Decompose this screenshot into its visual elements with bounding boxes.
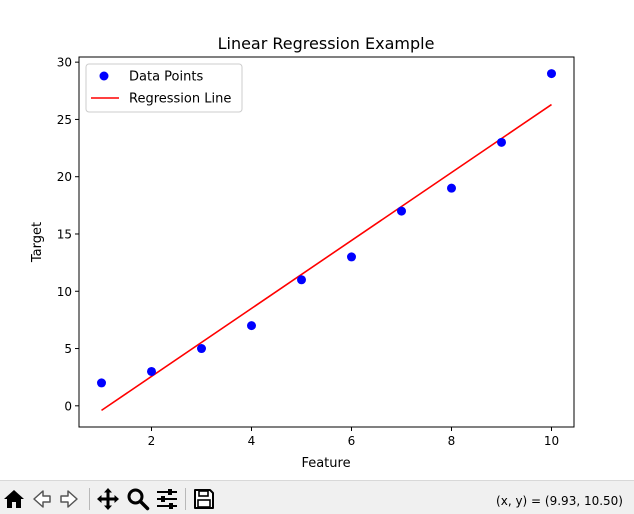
back-button[interactable] [30,487,54,511]
configure-subplots-icon [157,489,177,509]
chart-svg: Linear Regression Example 2 4 6 8 10 0 5 10 15 2… [30,34,575,471]
x-tick-label: 6 [348,434,356,448]
data-point [497,137,506,147]
data-point [547,69,556,79]
y-tick-label: 5 [64,342,72,356]
figure: Linear Regression Example 2 4 6 8 10 0 5 10 15 2… [30,34,575,471]
forward-button[interactable] [57,487,81,511]
forward-arrow-icon [60,490,78,508]
y-axis-ticks: 0 5 10 15 20 25 30 [57,56,79,413]
data-point [297,275,306,285]
y-tick-label: 20 [57,170,72,184]
y-tick-label: 0 [64,399,72,413]
data-point [447,183,456,193]
toolbar: (x, y) = (9.93, 10.50) [0,480,634,514]
x-tick-label: 10 [544,434,559,448]
y-tick-label: 10 [57,285,72,299]
x-tick-label: 4 [248,434,256,448]
toolbar-separator [89,488,90,510]
x-axis-ticks: 2 4 6 8 10 [148,427,559,448]
legend-label: Data Points [129,70,203,85]
y-tick-label: 30 [57,56,72,70]
save-button[interactable] [192,487,216,511]
legend-box [85,63,243,113]
regression-line [101,103,552,412]
zoom-button[interactable] [126,487,150,511]
toolbar-separator [185,488,186,510]
y-tick-label: 15 [57,227,72,241]
data-point [97,378,106,388]
home-button[interactable] [2,487,26,511]
save-icon [194,489,214,509]
data-point [197,344,206,354]
x-axis-label: Feature [301,456,350,471]
configure-subplots-button[interactable] [155,487,179,511]
x-tick-label: 2 [148,434,156,448]
legend-marker-data-points [99,71,109,81]
plot-frame [78,56,575,428]
pan-button[interactable] [96,487,120,511]
data-point [247,321,256,331]
x-tick-label: 8 [448,434,456,448]
chart-title: Linear Regression Example [218,34,435,53]
data-point [397,206,406,216]
series-layer [97,69,556,412]
data-point [147,366,156,376]
zoom-icon [127,488,150,511]
legend: Data Points Regression Line [85,63,243,113]
y-tick-label: 25 [57,113,72,127]
coordinate-readout: (x, y) = (9.93, 10.50) [496,494,623,508]
legend-label: Regression Line [129,92,231,107]
y-axis-label: Target [30,222,45,263]
back-arrow-icon [33,490,51,508]
plot-background [79,57,574,427]
pan-icon [97,488,119,510]
data-point [347,252,356,262]
home-icon [4,490,24,508]
